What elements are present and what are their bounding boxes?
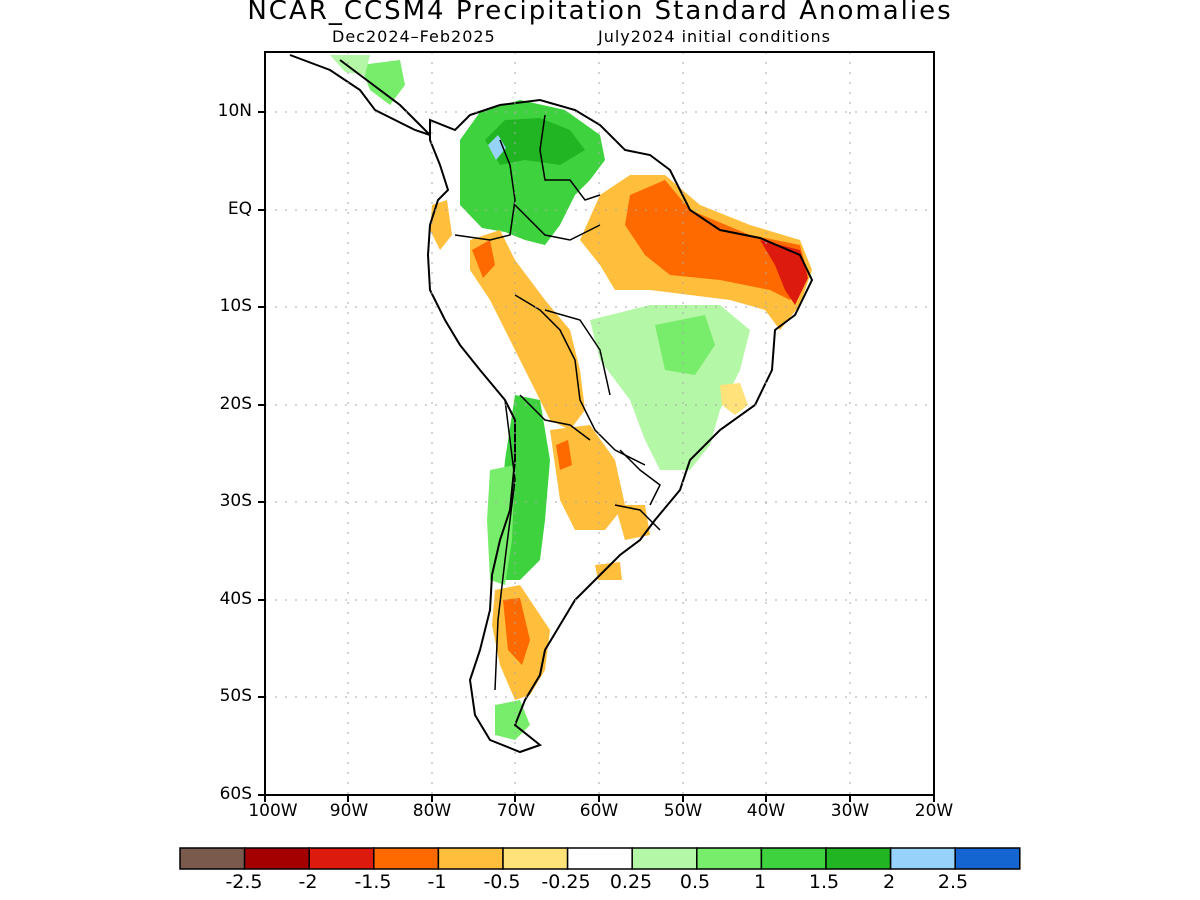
dry-anomaly-peru-core: [472, 240, 495, 278]
lon-label-60w: 60W: [579, 801, 619, 821]
colorbar-swatch: [760, 847, 827, 870]
colorbar-swatch: [889, 847, 956, 870]
lat-label-30s: 30S: [219, 491, 252, 511]
dry-anomaly-northeast-brazil-peak: [760, 240, 808, 305]
dry-anomaly-north-argentina-core: [556, 440, 572, 470]
dry-anomaly-east-brazil: [720, 383, 748, 415]
lon-label-50w: 50W: [663, 801, 703, 821]
colorbar-label: -2: [298, 871, 318, 893]
dry-anomaly-ecuador: [430, 200, 452, 250]
wet-anomaly-central-america: [330, 55, 370, 75]
colorbar-swatch: [696, 847, 763, 870]
season-label: Dec2024–Feb2025: [332, 27, 496, 46]
axis-ticks: [258, 111, 935, 802]
lat-label-50s: 50S: [219, 686, 252, 706]
dry-anomaly-northeast-brazil-core: [625, 180, 808, 300]
anomaly-layer: [265, 52, 934, 795]
map-title: NCAR_CCSM4 Precipitation Standard Anomal…: [247, 0, 953, 26]
wet-anomaly-andes: [500, 395, 550, 580]
colorbar: [179, 847, 1021, 870]
colorbar-swatch: [437, 847, 504, 870]
lon-label-40w: 40W: [746, 801, 786, 821]
colorbar-label: 0.25: [609, 871, 653, 893]
wet-anomaly-north-core: [485, 118, 585, 165]
wet-anomaly-caribbean: [360, 60, 405, 105]
lat-label-20s: 20S: [219, 394, 252, 414]
lat-label-eq: EQ: [227, 199, 252, 219]
colorbar-swatch: [243, 847, 310, 870]
lon-label-20w: 20W: [914, 801, 954, 821]
init-conditions-label: July2024 initial conditions: [598, 27, 831, 46]
colorbar-label: 1.5: [808, 871, 840, 893]
country-borders: [454, 114, 661, 691]
colorbar-swatch: [566, 847, 633, 870]
colorbar-label: -1: [427, 871, 447, 893]
lat-label-40s: 40S: [219, 589, 252, 609]
lon-label-100w: 100W: [248, 801, 298, 821]
dry-anomaly-uruguay: [615, 505, 650, 540]
colorbar-swatch: [502, 847, 569, 870]
lat-label-60s: 60S: [219, 784, 252, 804]
colorbar-swatch: [373, 847, 440, 870]
dry-anomaly-buenos-aires: [595, 562, 622, 580]
colorbar-swatch: [179, 847, 246, 870]
colorbar-label: 0.5: [679, 871, 711, 893]
lat-label-10n: 10N: [217, 101, 252, 121]
colorbar-swatch: [631, 847, 698, 870]
colorbar-label: 2.5: [937, 871, 969, 893]
wet-anomaly-chile-coast: [487, 465, 515, 585]
lat-label-10s: 10S: [219, 296, 252, 316]
colorbar-label: -1.5: [354, 871, 392, 893]
lon-label-70w: 70W: [496, 801, 536, 821]
lon-label-90w: 90W: [329, 801, 369, 821]
colorbar-swatch: [308, 847, 375, 870]
central-america-coastline: [289, 54, 431, 136]
dry-anomaly-north-argentina: [550, 425, 625, 530]
colorbar-label: 2: [882, 871, 896, 893]
colorbar-label: 1: [753, 871, 767, 893]
colorbar-swatch: [825, 847, 892, 870]
colorbar-label: -0.5: [483, 871, 521, 893]
colorbar-label: -0.25: [541, 871, 591, 893]
lon-label-30w: 30W: [830, 801, 870, 821]
gridlines: [265, 52, 934, 795]
dry-anomaly-patagonia-core: [503, 598, 530, 665]
dry-anomaly-peru-bolivia: [470, 230, 585, 430]
colorbar-label: -2.5: [225, 871, 263, 893]
wet-anomaly-central-brazil-core: [655, 315, 715, 375]
south-america-coastline: [426, 98, 814, 754]
colorbar-swatch: [954, 847, 1021, 870]
lon-label-80w: 80W: [412, 801, 452, 821]
wet-anomaly-north-peak: [488, 135, 506, 160]
